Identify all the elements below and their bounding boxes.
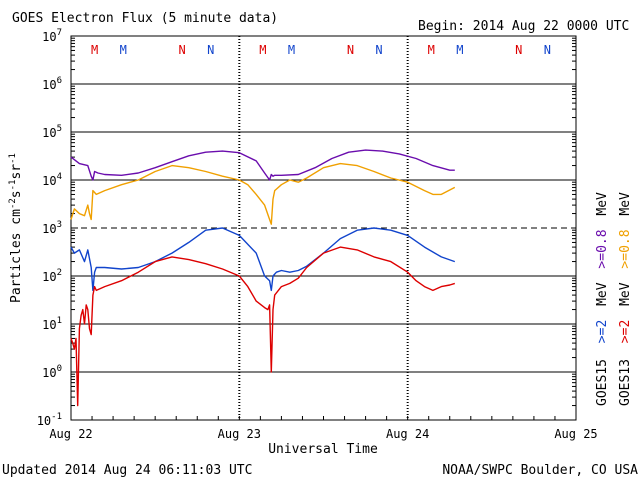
y-tick-label: 102 xyxy=(42,268,62,284)
x-tick-label: Aug 25 xyxy=(554,427,597,441)
y-tick-label: 104 xyxy=(42,172,62,188)
y-tick-label: 10-1 xyxy=(37,412,62,428)
y-tick-label: 100 xyxy=(42,364,62,380)
x-tick-label: Aug 23 xyxy=(218,427,261,441)
series-line xyxy=(70,227,456,292)
y-axis-label: Particles cm-2s-1sr-1 xyxy=(8,153,24,303)
goes13-label: GOES13 >=2 MeV >=0.8 MeV xyxy=(618,192,633,406)
y-tick-label: 105 xyxy=(42,124,62,140)
mn-marker: M xyxy=(120,43,127,57)
y-tick-label: 103 xyxy=(42,220,62,236)
y-tick-labels: 10-1 100 101 102 103 104 105 106 107 xyxy=(37,28,576,428)
mn-marker: M xyxy=(456,43,463,57)
x-tick-label: Aug 22 xyxy=(49,427,92,441)
updated-label: Updated 2014 Aug 24 06:11:03 UTC xyxy=(2,463,252,478)
mn-marker: N xyxy=(375,43,382,57)
begin-label: Begin: 2014 Aug 22 0000 UTC xyxy=(418,19,629,34)
y-tick-label: 101 xyxy=(42,316,62,332)
series-line xyxy=(70,162,456,225)
gridlines xyxy=(71,83,576,373)
mn-marker: N xyxy=(515,43,522,57)
y-tick-label: 106 xyxy=(42,76,62,92)
mn-marker: M xyxy=(91,43,98,57)
side-label-goes15: GOES15 >=2 MeV >=0.8 MeV xyxy=(595,192,610,406)
credit-label: NOAA/SWPC Boulder, CO USA xyxy=(442,463,638,478)
chart-title: GOES Electron Flux (5 minute data) xyxy=(12,11,278,26)
side-label-goes13: GOES13 >=2 MeV >=0.8 MeV xyxy=(618,192,633,406)
mn-marker: M xyxy=(288,43,295,57)
mn-marker: N xyxy=(207,43,214,57)
y-axis-label-text: Particles cm-2s-1sr-1 xyxy=(8,153,24,303)
x-tick-labels: Aug 22 Aug 23 Aug 24 Aug 25 xyxy=(49,427,597,441)
mn-marker: M xyxy=(259,43,266,57)
mn-marker: N xyxy=(544,43,551,57)
x-axis-label: Universal Time xyxy=(268,442,378,457)
series-line xyxy=(70,149,455,181)
series-lines xyxy=(70,149,456,407)
series-line xyxy=(70,246,456,407)
mn-marker: M xyxy=(428,43,435,57)
day-dotted-ticks xyxy=(70,36,556,420)
goes15-label: GOES15 >=2 MeV >=0.8 MeV xyxy=(595,192,610,406)
mn-marker: N xyxy=(347,43,354,57)
x-tick-label: Aug 24 xyxy=(386,427,429,441)
y-tick-label: 107 xyxy=(42,28,62,44)
mn-marker: N xyxy=(178,43,185,57)
